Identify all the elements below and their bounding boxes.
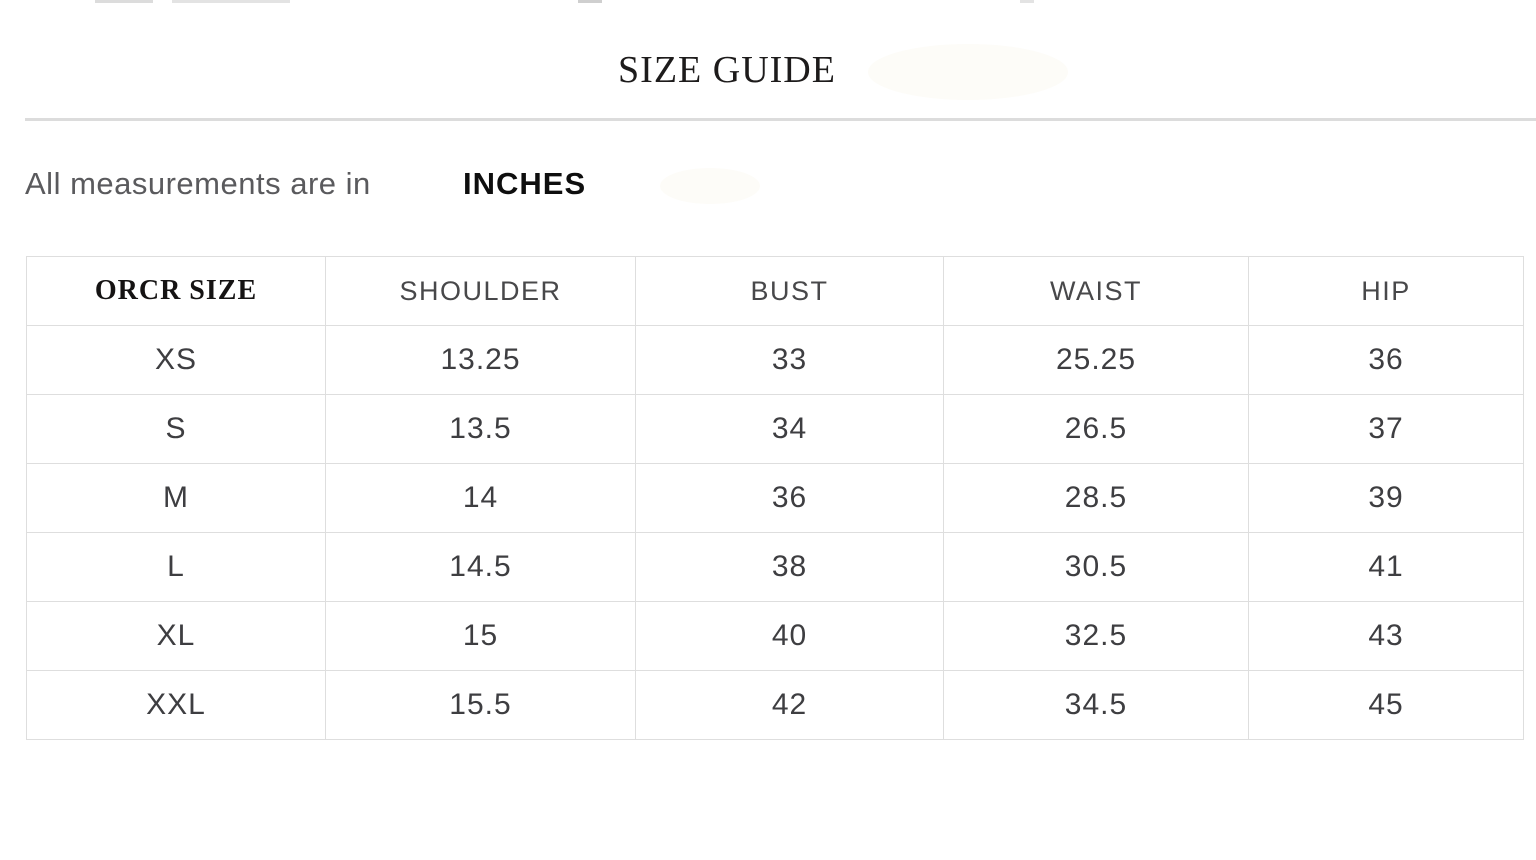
waist-cell: 25.25 bbox=[943, 325, 1249, 395]
bust-cell: 40 bbox=[635, 601, 944, 671]
hip-cell: 43 bbox=[1248, 601, 1524, 671]
bust-cell: 42 bbox=[635, 670, 944, 740]
horizontal-divider bbox=[25, 118, 1536, 121]
size-label-cell: XL bbox=[26, 601, 326, 671]
hip-cell: 39 bbox=[1248, 463, 1524, 533]
hip-cell: 37 bbox=[1248, 394, 1524, 464]
hip-cell: 41 bbox=[1248, 532, 1524, 602]
table-row-xxl: XXL 15.5 42 34.5 45 bbox=[26, 670, 1524, 740]
column-header-orcr-size: ORCR SIZE bbox=[26, 256, 326, 326]
waist-cell: 30.5 bbox=[943, 532, 1249, 602]
waist-cell: 34.5 bbox=[943, 670, 1249, 740]
shoulder-cell: 14.5 bbox=[325, 532, 636, 602]
column-header-hip: HIP bbox=[1248, 256, 1524, 326]
size-label-cell: M bbox=[26, 463, 326, 533]
cropped-edge-fragment bbox=[172, 0, 290, 3]
measurement-unit: INCHES bbox=[463, 166, 587, 201]
table-header-row: ORCR SIZE SHOULDER BUST WAIST HIP bbox=[26, 256, 1524, 326]
edit-artifact-patch bbox=[868, 44, 1068, 100]
measurement-note: All measurements are in bbox=[25, 166, 371, 201]
cropped-edge-fragment bbox=[578, 0, 602, 3]
size-chart-table: ORCR SIZE SHOULDER BUST WAIST HIP XS 13.… bbox=[26, 256, 1524, 740]
bust-cell: 36 bbox=[635, 463, 944, 533]
bust-cell: 38 bbox=[635, 532, 944, 602]
shoulder-cell: 15.5 bbox=[325, 670, 636, 740]
column-header-waist: WAIST bbox=[943, 256, 1249, 326]
cropped-edge-fragment bbox=[1020, 0, 1034, 3]
bust-cell: 33 bbox=[635, 325, 944, 395]
size-label-cell: S bbox=[26, 394, 326, 464]
size-label-cell: XXL bbox=[26, 670, 326, 740]
bust-cell: 34 bbox=[635, 394, 944, 464]
table-row-l: L 14.5 38 30.5 41 bbox=[26, 532, 1524, 602]
shoulder-cell: 13.25 bbox=[325, 325, 636, 395]
table-row-m: M 14 36 28.5 39 bbox=[26, 463, 1524, 533]
table-row-xs: XS 13.25 33 25.25 36 bbox=[26, 325, 1524, 395]
table-row-s: S 13.5 34 26.5 37 bbox=[26, 394, 1524, 464]
column-header-bust: BUST bbox=[635, 256, 944, 326]
page-title: SIZE GUIDE bbox=[618, 49, 836, 91]
size-label-cell: XS bbox=[26, 325, 326, 395]
shoulder-cell: 14 bbox=[325, 463, 636, 533]
edit-artifact-patch bbox=[660, 168, 760, 204]
shoulder-cell: 13.5 bbox=[325, 394, 636, 464]
hip-cell: 45 bbox=[1248, 670, 1524, 740]
cropped-edge-fragment bbox=[95, 0, 153, 3]
size-label-cell: L bbox=[26, 532, 326, 602]
table-row-xl: XL 15 40 32.5 43 bbox=[26, 601, 1524, 671]
column-header-shoulder: SHOULDER bbox=[325, 256, 636, 326]
shoulder-cell: 15 bbox=[325, 601, 636, 671]
waist-cell: 32.5 bbox=[943, 601, 1249, 671]
hip-cell: 36 bbox=[1248, 325, 1524, 395]
waist-cell: 28.5 bbox=[943, 463, 1249, 533]
waist-cell: 26.5 bbox=[943, 394, 1249, 464]
